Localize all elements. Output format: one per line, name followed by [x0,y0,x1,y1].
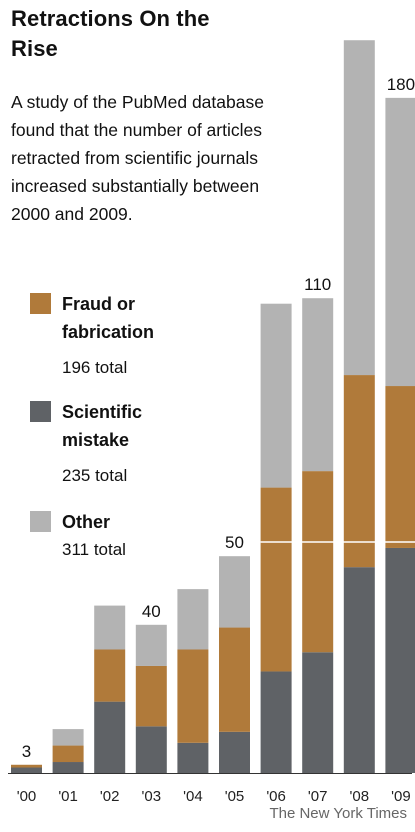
bar-segment-fraud-or-fabrication-0 [11,764,42,768]
bar-segment-scientific-mistake-4 [177,742,209,773]
bar-segment-scientific-mistake-3 [135,726,167,773]
legend-total-mistake: 235 total [62,466,128,485]
bar-segment-fraud-or-fabrication-8 [343,375,375,568]
legend-label-fraud: Fraud or fabrication [62,294,155,342]
bar-segment-scientific-mistake-8 [343,567,375,773]
bar-segment-scientific-mistake-7 [302,652,334,773]
x-tick-label: '09 [391,788,411,805]
legend-label-other: Other [62,512,111,532]
bar-segment-other-6 [260,303,292,488]
bar-segment-fraud-or-fabrication-6 [260,487,292,672]
x-tick-label: '05 [225,788,245,805]
bar-segment-fraud-or-fabrication-2 [94,649,126,702]
bar-segment-other-7 [302,298,334,472]
chart-title: Retractions On the Rise [11,6,210,61]
bar-segment-fraud-or-fabrication-5 [219,627,250,732]
chart-subtitle: A study of the PubMed database found tha… [11,92,264,224]
bar-segment-scientific-mistake-0 [11,767,42,773]
bar-segment-other-9 [385,97,415,387]
x-tick-label: '04 [183,788,203,805]
x-tick-label: '08 [350,788,370,805]
source-credit: The New York Times [269,805,407,822]
legend-swatch-mistake [30,401,51,422]
x-tick-label: '03 [142,788,162,805]
bar-segment-other-5 [219,556,250,628]
bar-segment-scientific-mistake-2 [94,701,126,773]
bar-segment-scientific-mistake-1 [52,762,84,773]
legend-total-fraud: 196 total [62,358,128,377]
bar-segment-fraud-or-fabrication-4 [177,649,209,743]
bar-total-label: 110 [304,275,331,294]
bar-segment-scientific-mistake-5 [219,731,250,773]
legend-swatch-fraud [30,293,51,314]
bar-segment-scientific-mistake-9 [385,547,415,773]
bar-segment-other-2 [94,605,126,650]
bar-total-label: 40 [142,602,161,621]
x-tick-label: '01 [58,788,78,805]
legend-swatch-other [30,511,51,532]
x-tick-label: '07 [308,788,328,805]
x-tick-label: '02 [100,788,120,805]
bar-segment-fraud-or-fabrication-7 [302,471,334,653]
bar-total-label: 3 [22,742,31,761]
bar-segment-fraud-or-fabrication-3 [135,665,167,727]
legend-total-other: 311 total [62,540,126,559]
bar-segment-scientific-mistake-6 [260,671,292,773]
bar-segment-fraud-or-fabrication-1 [52,745,84,763]
bar-segment-other-1 [52,729,84,746]
bar-segment-fraud-or-fabrication-9 [385,386,415,548]
legend-label-mistake: Scientific mistake [62,402,143,450]
bar-segment-other-4 [177,589,209,650]
bar-total-label: 180 [387,75,415,94]
bar-total-label: 50 [225,533,244,552]
x-tick-label: '00 [17,788,37,805]
bar-segment-other-8 [343,40,375,376]
bar-segment-other-3 [135,624,167,666]
x-tick-label: '06 [266,788,286,805]
